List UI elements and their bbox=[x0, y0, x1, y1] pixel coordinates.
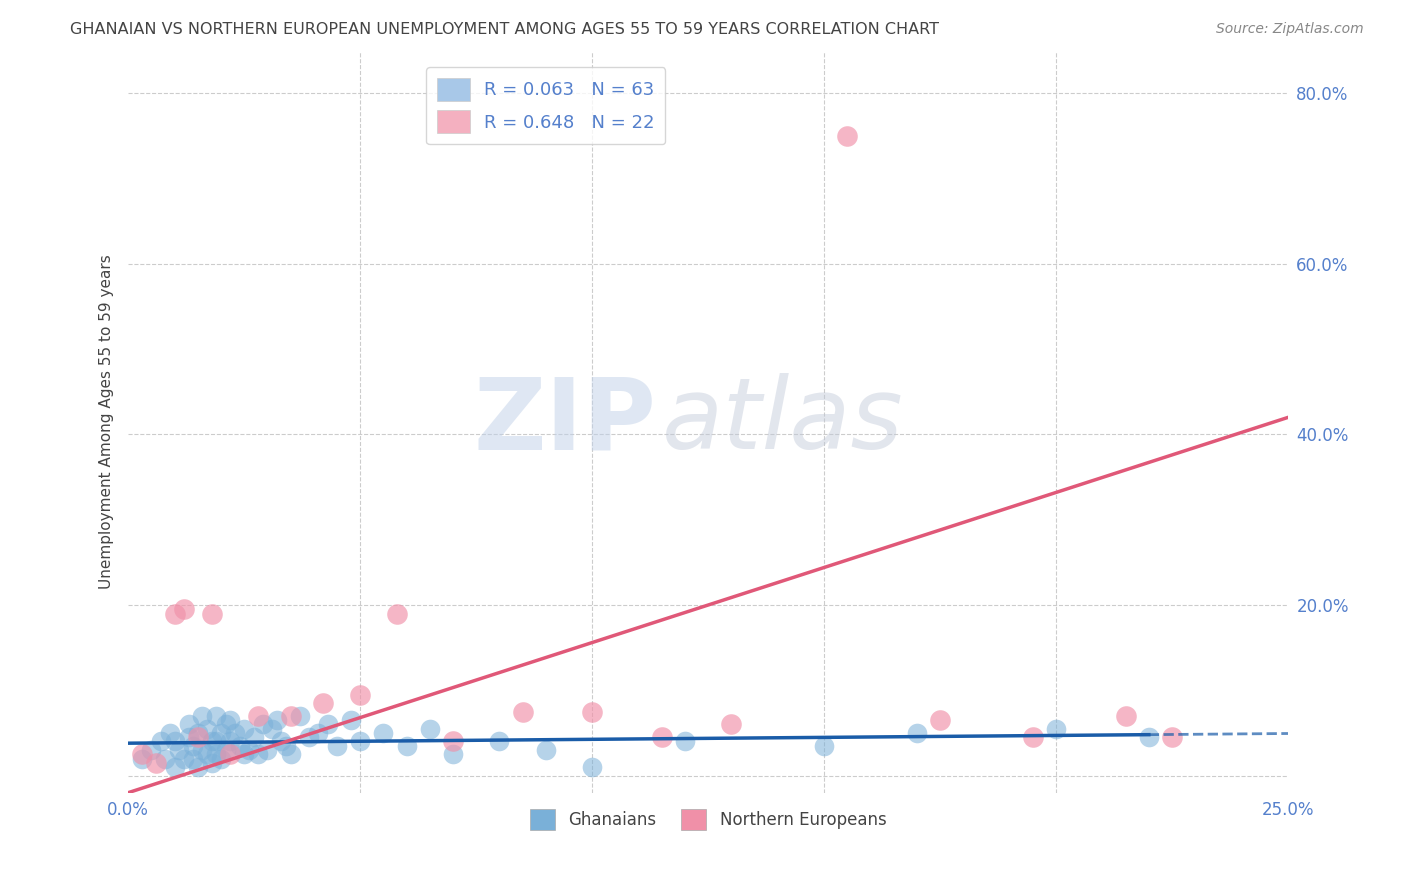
Point bbox=[242, 730, 264, 744]
Point bbox=[159, 726, 181, 740]
Point bbox=[581, 760, 603, 774]
Point bbox=[247, 709, 270, 723]
Point bbox=[252, 717, 274, 731]
Point bbox=[534, 743, 557, 757]
Point bbox=[266, 713, 288, 727]
Point bbox=[224, 726, 246, 740]
Point bbox=[219, 713, 242, 727]
Point bbox=[905, 726, 928, 740]
Point bbox=[340, 713, 363, 727]
Text: ZIP: ZIP bbox=[472, 373, 657, 470]
Point bbox=[195, 722, 218, 736]
Point bbox=[163, 760, 186, 774]
Point bbox=[173, 751, 195, 765]
Point bbox=[373, 726, 395, 740]
Point bbox=[173, 602, 195, 616]
Point bbox=[205, 709, 228, 723]
Point bbox=[177, 717, 200, 731]
Point bbox=[720, 717, 742, 731]
Point bbox=[201, 607, 224, 621]
Y-axis label: Unemployment Among Ages 55 to 59 years: Unemployment Among Ages 55 to 59 years bbox=[100, 254, 114, 589]
Point bbox=[837, 128, 859, 143]
Point bbox=[288, 709, 311, 723]
Point bbox=[177, 730, 200, 744]
Point bbox=[187, 726, 209, 740]
Point bbox=[1045, 722, 1067, 736]
Point bbox=[316, 717, 339, 731]
Point bbox=[247, 747, 270, 762]
Point bbox=[205, 734, 228, 748]
Text: GHANAIAN VS NORTHERN EUROPEAN UNEMPLOYMENT AMONG AGES 55 TO 59 YEARS CORRELATION: GHANAIAN VS NORTHERN EUROPEAN UNEMPLOYME… bbox=[70, 22, 939, 37]
Point bbox=[201, 734, 224, 748]
Point bbox=[307, 726, 329, 740]
Point bbox=[228, 739, 250, 753]
Point bbox=[195, 747, 218, 762]
Point bbox=[233, 747, 256, 762]
Point bbox=[181, 751, 204, 765]
Point bbox=[181, 739, 204, 753]
Point bbox=[219, 734, 242, 748]
Point bbox=[131, 751, 153, 765]
Point bbox=[187, 760, 209, 774]
Point bbox=[274, 739, 297, 753]
Point bbox=[260, 722, 283, 736]
Point bbox=[1022, 730, 1045, 744]
Point bbox=[488, 734, 510, 748]
Point bbox=[326, 739, 349, 753]
Point bbox=[215, 743, 238, 757]
Point bbox=[163, 734, 186, 748]
Point bbox=[387, 607, 409, 621]
Point bbox=[395, 739, 418, 753]
Point bbox=[298, 730, 321, 744]
Point bbox=[145, 756, 167, 770]
Point bbox=[219, 747, 242, 762]
Point bbox=[215, 717, 238, 731]
Point bbox=[256, 743, 278, 757]
Point bbox=[813, 739, 835, 753]
Point bbox=[1137, 730, 1160, 744]
Point bbox=[155, 751, 177, 765]
Point bbox=[441, 734, 464, 748]
Point bbox=[280, 747, 302, 762]
Point bbox=[209, 751, 232, 765]
Point bbox=[280, 709, 302, 723]
Point bbox=[270, 734, 292, 748]
Point bbox=[169, 743, 191, 757]
Point bbox=[233, 722, 256, 736]
Point bbox=[441, 747, 464, 762]
Point bbox=[581, 705, 603, 719]
Text: atlas: atlas bbox=[662, 373, 903, 470]
Point bbox=[512, 705, 534, 719]
Point bbox=[238, 743, 260, 757]
Point bbox=[349, 688, 371, 702]
Text: Source: ZipAtlas.com: Source: ZipAtlas.com bbox=[1216, 22, 1364, 37]
Point bbox=[209, 726, 232, 740]
Point bbox=[191, 743, 214, 757]
Point bbox=[673, 734, 696, 748]
Point bbox=[419, 722, 441, 736]
Legend: Ghanaians, Northern Europeans: Ghanaians, Northern Europeans bbox=[523, 803, 893, 837]
Point bbox=[149, 734, 172, 748]
Point bbox=[1161, 730, 1184, 744]
Point bbox=[205, 747, 228, 762]
Point bbox=[187, 730, 209, 744]
Point bbox=[312, 696, 335, 710]
Point bbox=[1115, 709, 1137, 723]
Point bbox=[191, 709, 214, 723]
Point bbox=[651, 730, 673, 744]
Point bbox=[163, 607, 186, 621]
Point bbox=[929, 713, 952, 727]
Point bbox=[141, 743, 163, 757]
Point bbox=[349, 734, 371, 748]
Point bbox=[131, 747, 153, 762]
Point bbox=[201, 756, 224, 770]
